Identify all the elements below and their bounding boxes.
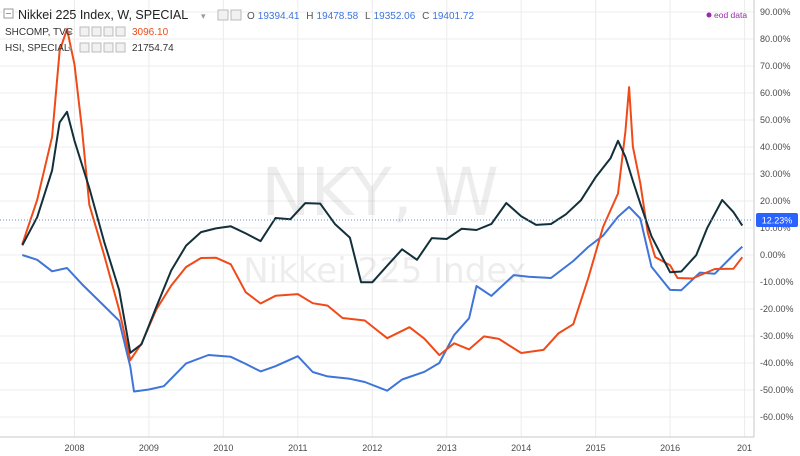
x-tick-label: 2011 [288,443,307,453]
y-tick-label: -50.00% [760,385,794,395]
x-tick-label: 2008 [64,443,84,453]
price-badge-label: 12.23% [762,216,793,226]
watermark-name: Nikkei 225 Index [243,251,527,291]
y-tick-label: -60.00% [760,412,794,422]
legend-shcomp-value: 3096.10 [132,27,169,38]
x-tick-label: 2016 [660,443,680,453]
gridlines [0,0,754,437]
x-tick-label: 2012 [362,443,382,453]
watermark-symbol: NKY, W [261,154,499,231]
y-tick-label: 30.00% [760,169,791,179]
legend-shcomp-visibility-icon[interactable] [79,26,90,37]
legend-hsi-dropdown-icon[interactable]: ▾ [68,44,72,53]
y-tick-label: 40.00% [760,142,791,152]
data-source-dot-icon [706,12,712,18]
y-tick-label: -40.00% [760,358,794,368]
y-tick-label: -20.00% [760,304,794,314]
legend-shcomp[interactable]: SHCOMP, TVC ▾ 3096.10 [5,26,169,38]
y-axis-ticks: 90.00% 80.00% 70.00% 60.00% 50.00% 40.00% 30.0… [760,7,794,422]
title-dropdown-icon[interactable]: ▾ [201,11,206,21]
y-tick-label: 90.00% [760,7,791,17]
legend-hsi[interactable]: HSI, SPECIAL ▾ 21754.74 [5,42,174,54]
x-tick-label: 2015 [586,443,606,453]
data-source-label: eod data [714,10,747,20]
legend-hsi-close-icon[interactable] [115,42,126,53]
symbol-title[interactable]: Nikkei 225 Index, W, SPECIAL [18,8,188,22]
series-line-hsi [21,110,744,354]
visibility-icon[interactable] [217,9,229,21]
y-tick-label: 0.00% [760,250,786,260]
y-tick-label: 20.00% [760,196,791,206]
x-axis-ticks: 2008 2009 2010 2011 2012 2013 2014 2015 2016 201 [64,443,752,453]
legend-shcomp-dropdown-icon[interactable]: ▾ [68,28,72,37]
legend-hsi-more-icon[interactable] [103,42,114,53]
legend-hsi-value: 21754.74 [132,43,174,54]
series-line-nikkei-225-index [21,205,743,393]
legend-hsi-settings-icon[interactable] [91,42,102,53]
x-tick-label: 2010 [213,443,233,453]
legend-shcomp-more-icon[interactable] [103,26,114,37]
x-tick-label: 201 [737,443,752,453]
y-tick-label: 10.00% [760,223,791,233]
series-line-shcomp [21,28,744,362]
x-tick-label: 2013 [437,443,457,453]
settings-icon[interactable] [230,9,242,21]
y-tick-label: 80.00% [760,34,791,44]
x-tick-label: 2009 [139,443,159,453]
y-tick-label: -30.00% [760,331,794,341]
legend-shcomp-settings-icon[interactable] [91,26,102,37]
header-row: Nikkei 225 Index, W, SPECIAL ▾ O 19394.41… [3,8,747,22]
y-tick-label: -10.00% [760,277,794,287]
legend-shcomp-name: SHCOMP, TVC [5,27,73,38]
legend-shcomp-close-icon[interactable] [115,26,126,37]
price-badge: 12.23% [756,213,798,227]
y-tick-label: 70.00% [760,61,791,71]
legend-hsi-name: HSI, SPECIAL [5,43,70,54]
y-tick-label: 50.00% [760,115,791,125]
y-tick-label: 60.00% [760,88,791,98]
x-tick-label: 2014 [511,443,531,453]
series-lines [21,28,744,393]
ohlc-readout: O 19394.41 H 19478.58 L 19352.06 C 19401.72 [247,11,474,22]
header-action-icons [217,9,242,21]
legend-hsi-visibility-icon[interactable] [79,42,90,53]
